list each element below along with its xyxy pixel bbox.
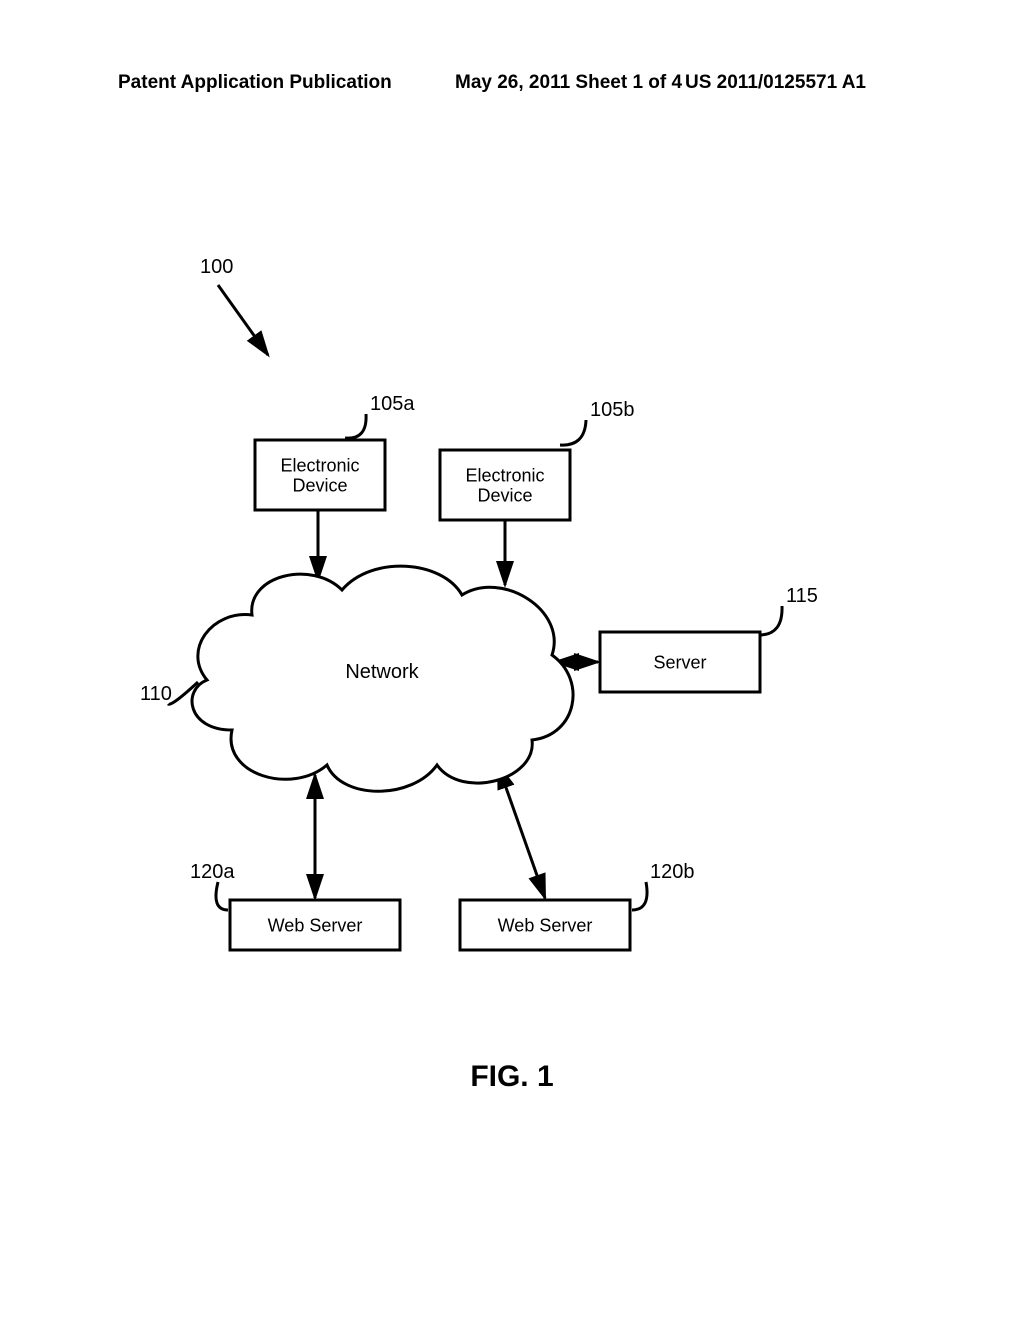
server-ref: 115 xyxy=(786,585,818,607)
dev_b-label: Electronic xyxy=(465,465,544,485)
edge xyxy=(498,765,545,898)
dev_a-label: Device xyxy=(292,475,347,495)
server-label: Server xyxy=(653,652,706,672)
dev_b-label: Device xyxy=(477,485,532,505)
dev_a-label: Electronic xyxy=(280,455,359,475)
system-ref-arrow xyxy=(218,285,268,355)
net-ref: 110 xyxy=(140,683,172,705)
system-ref: 100 xyxy=(200,256,233,278)
ws_a-label: Web Server xyxy=(268,915,363,935)
dev_a-ref: 105a xyxy=(370,393,415,415)
diagram-container: ElectronicDevice105aElectronicDevice105b… xyxy=(0,140,1024,1045)
dev_a-leadline xyxy=(345,414,366,438)
date-sheet: May 26, 2011 Sheet 1 of 4 xyxy=(455,72,682,94)
network-label: Network xyxy=(345,661,419,683)
dev_b-leadline xyxy=(560,420,586,445)
publication-id: US 2011/0125571 A1 xyxy=(685,72,866,94)
ws_b-leadline xyxy=(632,882,647,910)
publication-type: Patent Application Publication xyxy=(118,72,392,94)
network-diagram: ElectronicDevice105aElectronicDevice105b… xyxy=(0,140,1024,1040)
server-leadline xyxy=(760,606,782,635)
ws_a-ref: 120a xyxy=(190,861,235,883)
figure-label: FIG. 1 xyxy=(0,1060,1024,1094)
ws_a-leadline xyxy=(216,882,228,910)
dev_b-ref: 105b xyxy=(590,399,635,421)
ws_b-label: Web Server xyxy=(498,915,593,935)
ws_b-ref: 120b xyxy=(650,861,695,883)
